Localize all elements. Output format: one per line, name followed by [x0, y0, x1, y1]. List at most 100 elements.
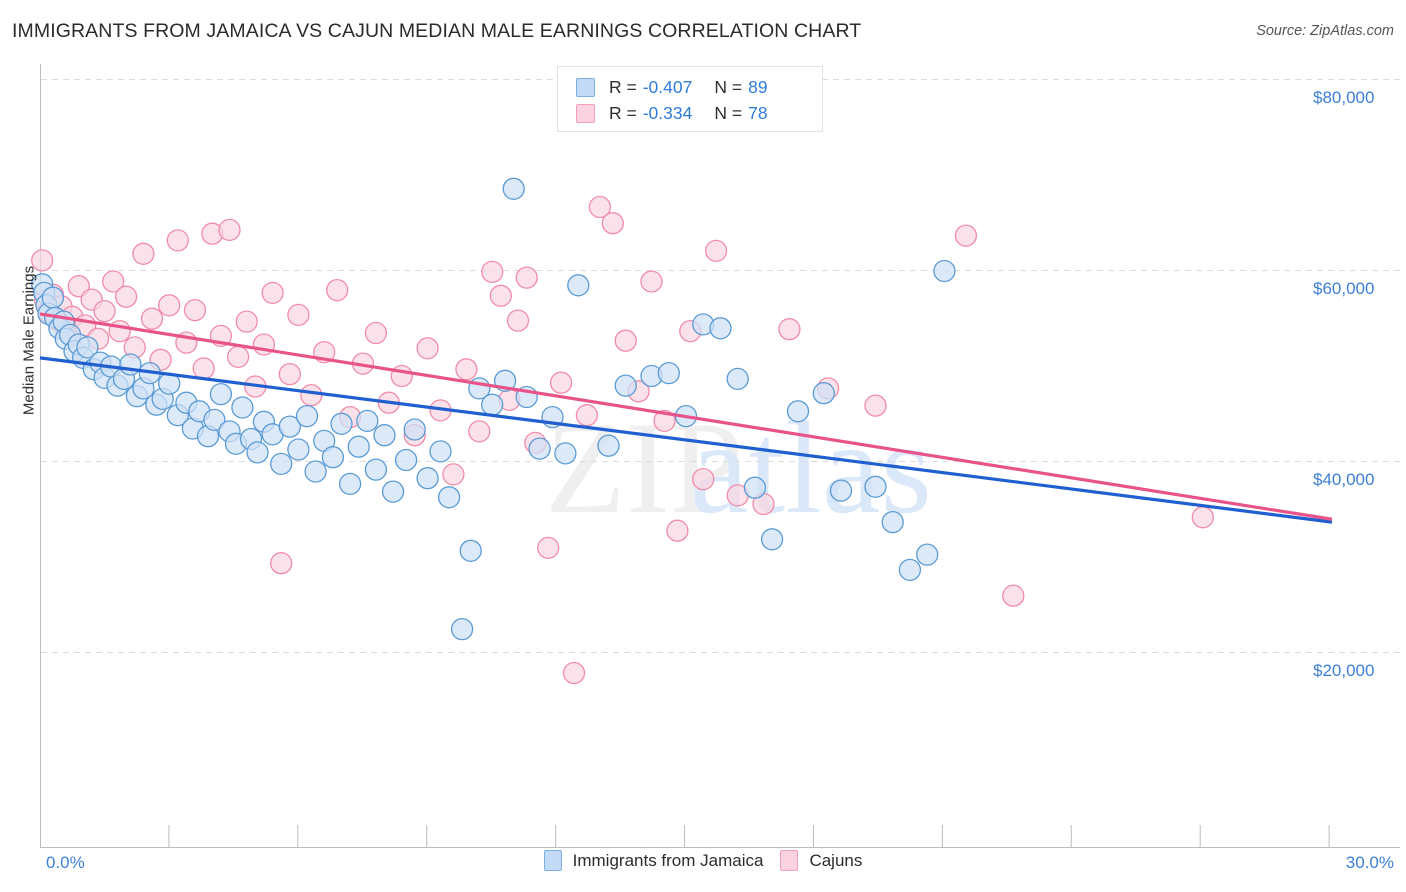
- data-point: [235, 310, 258, 333]
- data-point: [528, 437, 551, 460]
- data-point: [381, 480, 405, 503]
- data-point: [515, 266, 538, 289]
- page-title: IMMIGRANTS FROM JAMAICA VS CAJUN MEDIAN …: [12, 20, 862, 42]
- data-point: [442, 463, 465, 486]
- data-point: [829, 479, 853, 502]
- data-point: [326, 278, 349, 302]
- data-point: [786, 400, 810, 423]
- data-point: [429, 440, 452, 463]
- data-point: [203, 408, 226, 432]
- data-point: [321, 446, 345, 469]
- data-point: [287, 303, 310, 327]
- data-point: [614, 374, 637, 397]
- data-point: [338, 472, 362, 496]
- n-value-cajuns: 78: [748, 102, 768, 123]
- data-point: [575, 404, 599, 427]
- data-point: [166, 229, 189, 252]
- data-point: [102, 270, 125, 293]
- data-point: [231, 396, 254, 419]
- data-point: [416, 467, 439, 490]
- data-point: [468, 420, 491, 443]
- data-point: [459, 539, 482, 562]
- data-point: [394, 448, 418, 472]
- series-swatch-cajuns: [780, 850, 799, 871]
- data-point: [657, 361, 680, 385]
- data-point: [864, 394, 887, 417]
- data-point: [567, 274, 590, 297]
- data-point: [364, 321, 388, 345]
- data-point: [140, 307, 164, 330]
- series-legend-item-cajuns[interactable]: Cajuns: [780, 850, 862, 871]
- data-point: [588, 195, 612, 219]
- data-point: [549, 371, 573, 394]
- data-point: [218, 218, 241, 242]
- data-point: [403, 418, 426, 441]
- data-point: [67, 275, 90, 298]
- data-point: [76, 336, 99, 359]
- y-tick-label-80000: $80,000: [1313, 88, 1375, 107]
- y-tick-label-20000: $20,000: [1313, 661, 1375, 680]
- data-point: [364, 458, 388, 481]
- data-point: [864, 475, 887, 498]
- trend-line: [39, 312, 1333, 521]
- data-point: [916, 543, 939, 566]
- axis-lines: [40, 64, 1400, 848]
- data-point: [261, 281, 284, 305]
- r-label-cajuns: R =: [609, 102, 637, 123]
- data-point: [287, 438, 310, 461]
- data-point: [278, 362, 301, 386]
- data-point: [709, 317, 732, 340]
- series-label-jamaica: Immigrants from Jamaica: [572, 850, 764, 870]
- r-label-jamaica: R =: [609, 76, 637, 97]
- series-legend-item-jamaica[interactable]: Immigrants from Jamaica: [543, 850, 764, 871]
- data-point: [41, 286, 65, 309]
- correlation-legend: R = -0.407 N = 89 R = -0.334 N = 78: [557, 66, 823, 132]
- r-value-jamaica: -0.407: [642, 76, 693, 97]
- data-point: [812, 382, 835, 405]
- data-point: [881, 510, 904, 534]
- data-point: [481, 393, 504, 416]
- data-points-cajuns: [31, 195, 1214, 685]
- data-point: [954, 224, 978, 247]
- data-point: [726, 367, 749, 391]
- data-point: [481, 260, 504, 284]
- data-point: [778, 318, 801, 341]
- data-point: [209, 382, 233, 406]
- data-point: [304, 460, 327, 483]
- data-point: [450, 617, 474, 641]
- y-axis-title: Median Male Earnings: [20, 265, 38, 416]
- data-point: [347, 435, 370, 458]
- data-point: [597, 434, 620, 457]
- data-point: [158, 294, 181, 317]
- data-point: [300, 383, 323, 407]
- data-point: [743, 476, 767, 499]
- data-point: [246, 441, 269, 464]
- data-point: [601, 212, 624, 235]
- x-tick-label-min: 0.0%: [46, 853, 85, 872]
- data-point: [640, 270, 663, 293]
- data-point: [1191, 506, 1214, 529]
- series-legend: Immigrants from Jamaica Cajuns: [0, 850, 1406, 871]
- data-point: [933, 259, 956, 283]
- data-point: [132, 242, 155, 265]
- data-point: [562, 661, 586, 685]
- legend-swatch-cajuns: [576, 103, 595, 123]
- legend-row-cajuns: R = -0.334 N = 78: [576, 100, 822, 126]
- legend-swatch-jamaica: [576, 77, 595, 97]
- y-tick-label-40000: $40,000: [1313, 470, 1375, 489]
- r-value-cajuns: -0.334: [642, 102, 693, 123]
- data-point: [506, 309, 530, 332]
- data-point: [192, 357, 215, 380]
- data-point: [692, 467, 715, 491]
- data-point: [666, 519, 689, 542]
- data-point: [537, 536, 560, 560]
- data-point: [114, 285, 138, 308]
- data-point: [416, 337, 439, 360]
- data-point: [614, 329, 637, 352]
- y-tick-label-60000: $60,000: [1313, 279, 1375, 298]
- x-tick-label-max: 30.0%: [1345, 853, 1394, 872]
- data-point: [760, 528, 784, 551]
- data-point: [502, 177, 525, 200]
